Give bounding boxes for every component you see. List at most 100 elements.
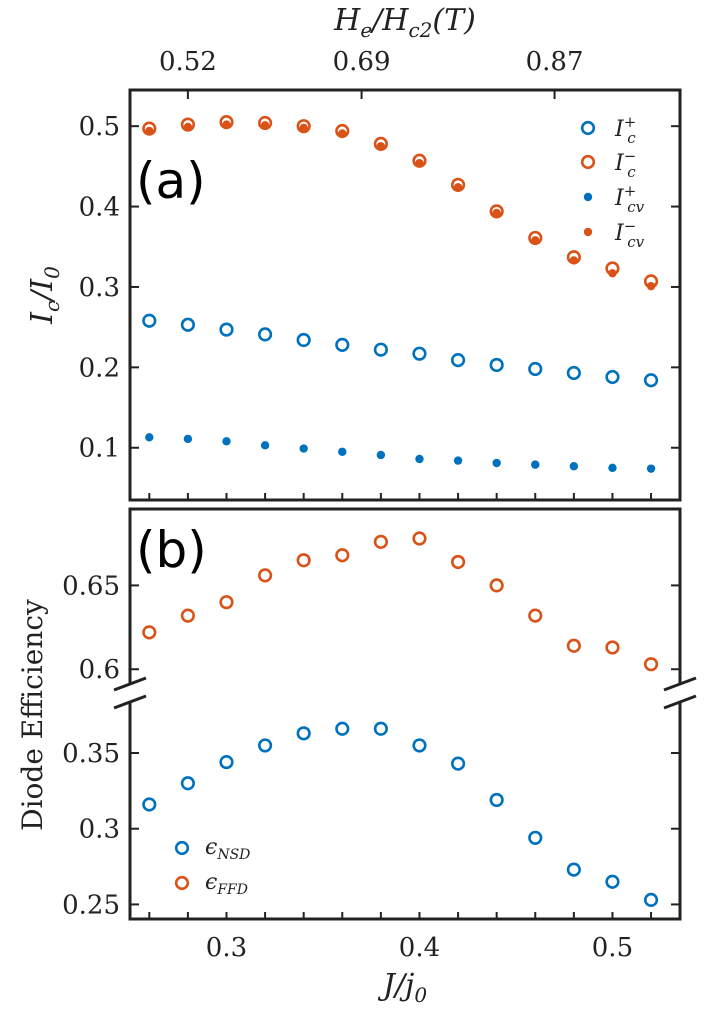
panel-b-xlabel-main: J [377, 968, 397, 1003]
b-point-s1-7 [412, 531, 427, 546]
a-point-s3-13 [646, 281, 656, 291]
b-ytick-lower-label-1: 0.3 [79, 815, 120, 845]
b-point-s1-12 [605, 640, 620, 655]
a-point-s2-12 [608, 463, 617, 473]
a-legend-label-2-sub: cv [627, 198, 644, 216]
a-point-s3-3 [260, 121, 270, 130]
b-point-s1-6 [373, 534, 388, 549]
a-ytick-label-0: 0.1 [79, 434, 120, 464]
b-point-s0-2 [219, 754, 234, 770]
axis-break-right-line-2 [663, 694, 697, 710]
panel-b-xlabel-sub2: 0 [414, 983, 427, 1007]
b-point-s0-5 [335, 721, 350, 736]
b-point-s0-0 [142, 797, 157, 812]
panel-b-legend: ϵNSD ϵFFD [174, 835, 250, 898]
panel-b: 0.6 0.65 0.25 0.3 0.35 0.3 0.4 0.5 (b) Diode E… [16, 507, 697, 1007]
b-legend-label-0-sub: NSD [216, 847, 250, 863]
b-legend-label-0: ϵNSD [205, 835, 250, 863]
panel-a-marks [142, 115, 659, 473]
top-axis-title-slash: / [369, 3, 385, 38]
a-legend-marker-1 [580, 154, 596, 170]
axis-break-right-gap [670, 684, 690, 702]
b-ytick-upper-label-1: 0.65 [62, 571, 120, 601]
b-point-s0-10 [528, 830, 543, 845]
a-point-s2-8 [453, 456, 463, 465]
a-legend-label-1-main: I [614, 151, 625, 176]
a-point-s3-0 [145, 126, 154, 136]
top-axis-title-main: H [333, 3, 361, 38]
a-point-s0-1 [180, 317, 195, 332]
a-point-s2-4 [299, 444, 308, 453]
b-point-s0-12 [605, 874, 620, 889]
a-point-s0-9 [489, 357, 504, 373]
a-point-s3-12 [608, 269, 617, 278]
panel-b-frame [128, 507, 682, 921]
b-point-s1-1 [180, 608, 195, 623]
panel-a-x-ticks [148, 493, 653, 500]
a-point-s3-8 [453, 183, 463, 192]
a-point-s0-3 [257, 327, 273, 342]
b-legend-label-1-sub: FFD [216, 882, 248, 898]
a-legend-marker-3 [583, 227, 593, 237]
b-xtick-label-2: 0.5 [592, 933, 633, 963]
panel-a-frame [128, 88, 682, 502]
top-axis-ticks: 0.52 0.69 0.87 [159, 47, 584, 99]
b-point-s0-3 [257, 738, 273, 753]
b-ytick-lower-label-2: 0.35 [62, 739, 120, 769]
b-point-s0-4 [296, 726, 311, 741]
a-point-s0-0 [142, 313, 157, 328]
a-point-s3-1 [183, 122, 193, 132]
b-point-s0-9 [489, 792, 504, 808]
a-legend-label-0-sub: c [627, 129, 636, 147]
a-ytick-label-3: 0.4 [79, 193, 120, 223]
a-point-s0-8 [450, 353, 466, 368]
a-point-s2-11 [569, 462, 579, 471]
panel-a-ylabel-sub: c [40, 301, 64, 312]
a-point-s0-2 [219, 322, 234, 337]
a-point-s0-12 [605, 369, 620, 385]
a-point-s0-6 [373, 342, 388, 357]
a-point-s3-2 [222, 120, 231, 129]
axis-break-right-line-1 [663, 676, 697, 692]
a-legend-label-2-main: I [614, 186, 625, 211]
b-point-s1-11 [566, 638, 581, 653]
b-point-s1-13 [643, 657, 659, 672]
panel-b-y-ticks: 0.6 0.65 0.25 0.3 0.35 [62, 571, 680, 920]
b-xtick-label-0: 0.3 [206, 933, 247, 963]
top-axis-title-paren: (T) [432, 3, 475, 38]
top-axis-title-main2: H [381, 3, 409, 38]
b-legend-label-1-main: ϵ [205, 870, 217, 895]
top-axis-title-sub-c2: c2 [408, 18, 432, 42]
a-point-s2-2 [222, 437, 231, 446]
a-ytick-label-2: 0.3 [79, 273, 120, 303]
b-point-s1-8 [450, 554, 466, 570]
b-ytick-upper-label-0: 0.6 [79, 655, 120, 685]
b-point-s1-10 [528, 608, 543, 623]
b-point-s0-11 [566, 862, 581, 877]
a-ytick-label-4: 0.5 [79, 112, 120, 142]
a-point-s3-4 [299, 123, 308, 132]
a-point-s2-0 [145, 433, 154, 442]
a-legend-label-3-sup: − [624, 217, 637, 235]
a-ytick-label-1: 0.2 [79, 353, 120, 383]
a-point-s3-11 [569, 256, 579, 265]
a-point-s3-7 [415, 158, 424, 168]
a-legend-marker-2 [583, 192, 593, 202]
panel-a-ylabel-slash: / [25, 288, 60, 304]
top-axis-title: He/Hc2(T) [333, 3, 476, 42]
b-point-s1-3 [257, 568, 273, 583]
a-legend-label-0: I+ c [614, 113, 636, 147]
a-point-s2-9 [492, 458, 501, 468]
panel-b-marks [142, 531, 659, 907]
axis-break-left-gap [120, 684, 140, 702]
panel-a-y-ticks: 0.1 0.2 0.3 0.4 0.5 [79, 112, 680, 464]
b-point-s0-7 [412, 738, 427, 753]
a-point-s2-1 [183, 434, 193, 444]
top-tick-label-0: 0.52 [159, 47, 217, 77]
b-legend-marker-0 [174, 840, 190, 856]
b-xtick-label-1: 0.4 [399, 933, 440, 963]
top-tick-label-2: 0.87 [526, 47, 584, 77]
a-point-s2-6 [376, 450, 386, 460]
a-legend-label-1-sup: − [624, 147, 637, 165]
a-point-s0-10 [528, 361, 543, 377]
